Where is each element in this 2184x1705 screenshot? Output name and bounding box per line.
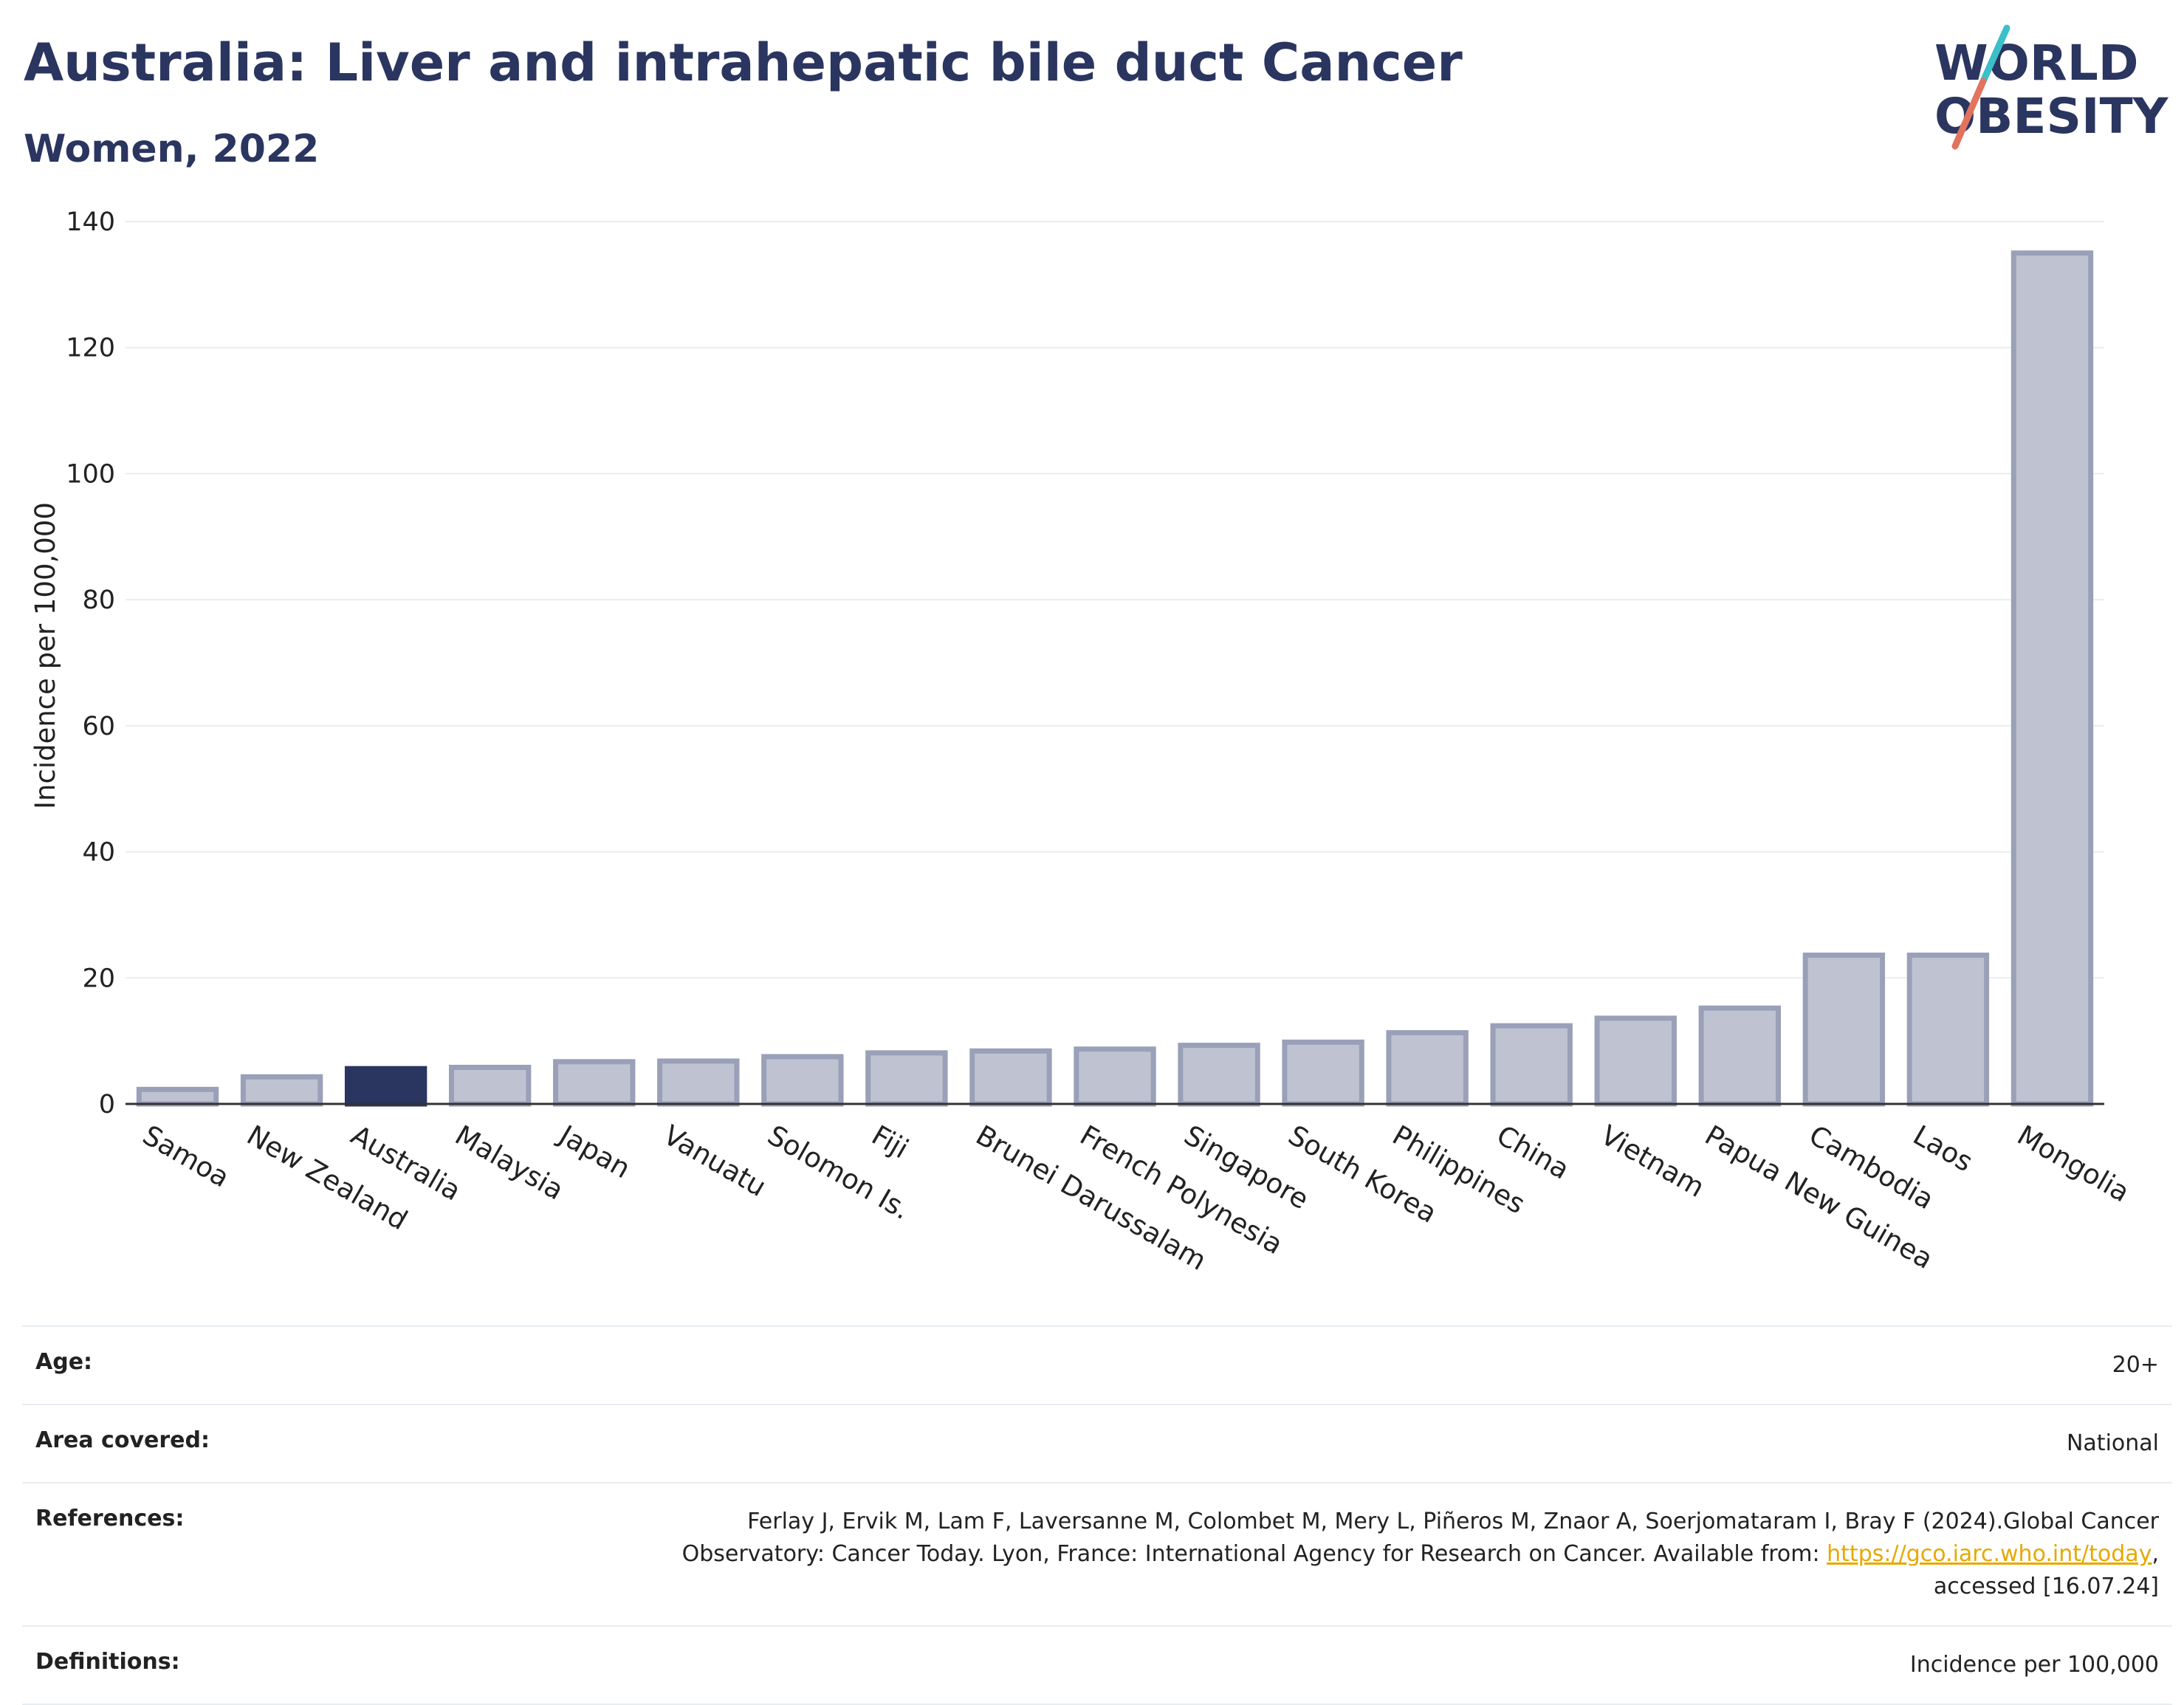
bar-south-korea (1282, 1039, 1364, 1107)
references-link[interactable]: https://gco.iarc.who.int/today (1827, 1541, 2152, 1567)
bars-layer (126, 250, 2104, 1107)
y-tick-label: 40 (82, 838, 115, 868)
meta-row-definitions: Definitions: Incidence per 100,000 (22, 1625, 2172, 1705)
bar-solomon-is- (761, 1054, 844, 1107)
bar-japan (553, 1059, 636, 1107)
bar-vanuatu (657, 1058, 740, 1107)
meta-row-age: Age: 20+ (22, 1325, 2172, 1404)
area-label: Area covered: (35, 1427, 210, 1453)
y-tick-label: 60 (82, 712, 115, 741)
definitions-value: Incidence per 100,000 (1909, 1652, 2159, 1678)
references-text-1: Ferlay J, Ervik M, Lam F, Laversanne M, … (681, 1509, 2159, 1567)
bar-laos (1906, 953, 1990, 1107)
y-tick-label: 100 (66, 459, 115, 489)
bar-mongolia (2010, 250, 2094, 1107)
bar-new-zealand (240, 1074, 323, 1107)
chart-subtitle: Women, 2022 (24, 127, 320, 171)
x-tick-label: Vanuatu (658, 1119, 772, 1204)
chart-title: Australia: Liver and intrahepatic bile d… (24, 32, 1463, 93)
y-tick-label: 140 (66, 207, 115, 237)
age-value: 20+ (2112, 1352, 2159, 1378)
logo-slash-coral (1951, 78, 1987, 150)
logo-line1: WORLD (1934, 35, 2139, 92)
x-tick-label: Samoa (137, 1119, 235, 1194)
y-tick-label: 0 (99, 1090, 115, 1119)
bar-philippines (1386, 1030, 1469, 1107)
bar-cambodia (1802, 953, 1886, 1107)
x-tick-label: Mongolia (2012, 1119, 2135, 1209)
bar-australia (344, 1066, 427, 1107)
x-tick-label: China (1491, 1119, 1575, 1186)
references-label: References: (35, 1506, 185, 1531)
bar-french-polynesia (1074, 1046, 1156, 1107)
y-axis-title: Incidence per 100,000 (30, 502, 61, 809)
area-value: National (2066, 1430, 2159, 1456)
bar-vietnam (1594, 1015, 1677, 1107)
meta-row-area: Area covered: National (22, 1404, 2172, 1482)
x-tick-label: Fiji (866, 1119, 913, 1165)
meta-row-references: References: Ferlay J, Ervik M, Lam F, La… (22, 1482, 2172, 1625)
x-tick-label: Laos (1908, 1119, 1978, 1179)
bar-papua-new-guinea (1698, 1005, 1782, 1107)
definitions-label: Definitions: (35, 1649, 180, 1675)
logo-slash-teal (1979, 24, 2010, 85)
bar-singapore (1178, 1043, 1260, 1107)
y-tick-label: 20 (82, 964, 115, 993)
x-tick-label: Malaysia (450, 1119, 569, 1207)
world-obesity-logo: WORLD OBESITY (1934, 24, 2169, 150)
bar-brunei-darussalam (969, 1048, 1052, 1107)
bar-fiji (865, 1050, 948, 1107)
x-tick-label: Vietnam (1596, 1119, 1710, 1204)
bar-china (1490, 1023, 1573, 1107)
age-label: Age: (35, 1349, 93, 1375)
metadata-table: Age: 20+ Area covered: National Referenc… (22, 1325, 2172, 1705)
references-value: Ferlay J, Ervik M, Lam F, Laversanne M, … (638, 1506, 2159, 1603)
y-tick-label: 80 (82, 586, 115, 615)
x-tick-label: Japan (553, 1119, 636, 1185)
y-tick-label: 120 (66, 334, 115, 363)
references-text-2: , accessed [16.07.24] (1933, 1541, 2159, 1599)
bar-malaysia (448, 1064, 532, 1107)
bar-samoa (136, 1086, 219, 1107)
grid-layer (126, 221, 2104, 979)
